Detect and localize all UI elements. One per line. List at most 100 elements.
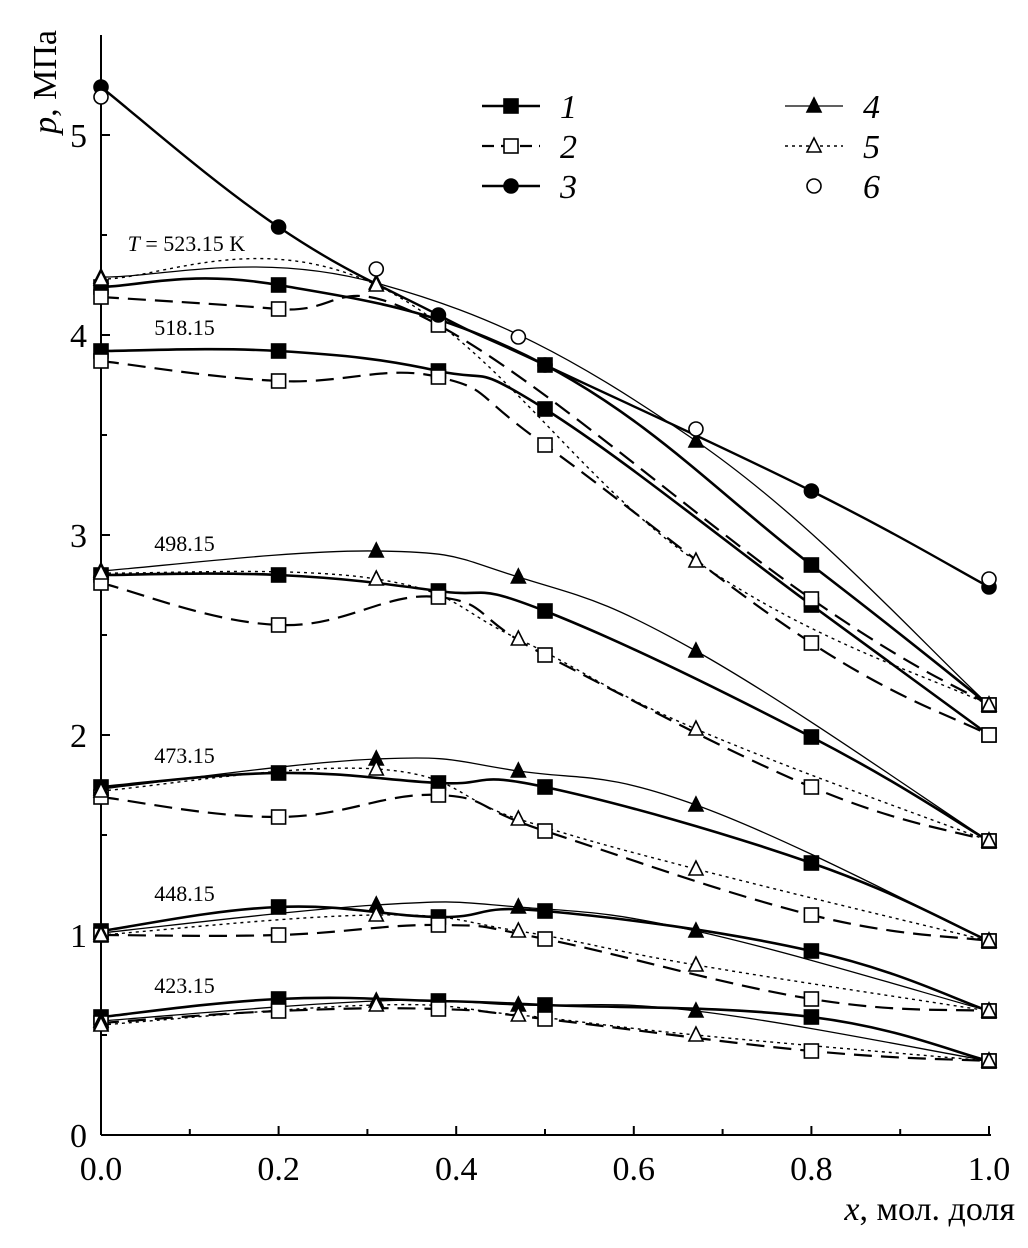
series-5-point: [687, 551, 705, 568]
legend: 123 456: [482, 89, 880, 206]
series-2-point: [270, 301, 287, 317]
series-2-point: [430, 589, 447, 605]
y-tick-label: 1: [70, 918, 87, 955]
series-5-point: [92, 781, 110, 798]
series-1-line-423.15: [100, 996, 990, 1063]
series-1-point: [537, 401, 553, 417]
series-5-point: [980, 831, 998, 848]
y-tick-label: 2: [70, 718, 87, 755]
series-1-point: [270, 343, 287, 359]
series-4-point: [687, 795, 705, 812]
temperature-value: = 523.15 K: [140, 231, 245, 256]
series-2-point: [430, 787, 447, 803]
legend-marker-5: [805, 136, 823, 153]
series-5-point: [367, 275, 385, 292]
temperature-value: 473.15: [154, 743, 215, 768]
series-6-point: [510, 329, 527, 345]
legend-marker-2: [503, 138, 519, 154]
series-1-point: [537, 603, 553, 619]
series-4-point: [687, 1001, 705, 1018]
legend-label-6: 6: [863, 169, 880, 206]
series-2-point: [270, 927, 287, 943]
y-tick-label: 3: [70, 518, 87, 555]
series-1-point: [270, 765, 287, 781]
series-6-point: [368, 261, 385, 277]
series-3-point: [270, 219, 287, 235]
series-4-point: [687, 921, 705, 938]
legend-marker-3: [503, 178, 519, 194]
series-2-point: [803, 907, 820, 923]
series-5-point: [687, 955, 705, 972]
temperature-label: 448.15: [154, 881, 215, 906]
series-2-point: [270, 809, 287, 825]
series-5-point: [510, 809, 527, 826]
series-1-line-448.15: [100, 905, 990, 1013]
tick-marks: [100, 134, 990, 1136]
series-5-point: [510, 1005, 527, 1022]
temperature-label: 498.15: [154, 531, 215, 556]
series-2-point: [803, 1043, 820, 1059]
series-2-line-498.15: [100, 581, 990, 843]
series-1-line-498.15: [100, 572, 990, 843]
legend-label-3: 3: [559, 169, 577, 206]
temperature-label: 473.15: [154, 743, 215, 768]
series-5-line-498.15: [100, 570, 990, 842]
series-2-point: [803, 635, 820, 651]
x-tick-label: 0.4: [435, 1151, 478, 1188]
series-2-point: [270, 373, 287, 389]
series-1-line-523.15: [100, 277, 990, 707]
series-4-line-523.15: [100, 266, 990, 706]
x-tick-label: 1.0: [968, 1151, 1011, 1188]
y-tick-label: 5: [70, 118, 87, 155]
legend-item-5: 5: [785, 129, 880, 166]
series-6-point: [688, 421, 704, 437]
series-1-point: [537, 903, 553, 919]
series-5-point: [980, 1051, 998, 1068]
x-axis-title: x, мол. доля: [843, 1191, 1015, 1228]
series-4-point: [510, 897, 527, 914]
series-1-line-518.15: [100, 347, 990, 737]
series-2-point: [430, 917, 447, 933]
series-5-point: [92, 269, 110, 286]
temperature-value: 448.15: [154, 881, 215, 906]
series-1-point: [270, 567, 287, 583]
series-2-point: [270, 1003, 287, 1019]
series-4-point: [367, 541, 385, 558]
series-5-point: [687, 859, 705, 876]
series-4-point: [687, 431, 705, 448]
temperature-symbol: T: [128, 231, 142, 256]
series-5-point: [980, 1001, 998, 1018]
series-4-line-498.15: [100, 550, 990, 842]
series-1-point: [803, 943, 820, 959]
series-2-point: [430, 1001, 447, 1017]
series-1-point: [803, 729, 820, 745]
series-5-point: [510, 629, 527, 646]
series-2-point: [430, 369, 447, 385]
y-axis-unit: , МПа: [27, 30, 64, 117]
series-2-point: [803, 591, 820, 607]
series-3-point: [803, 483, 820, 499]
series-1-point: [537, 779, 553, 795]
series-1-point: [803, 855, 820, 871]
series-2-point: [981, 727, 997, 743]
series-2-line-523.15: [100, 294, 990, 706]
series-5-point: [367, 759, 385, 776]
series-5-point: [367, 995, 385, 1012]
series-2-point: [537, 823, 553, 839]
series-1-point: [270, 277, 287, 293]
series-2-point: [93, 289, 109, 305]
series-5-point: [92, 563, 110, 580]
series-2-point: [537, 931, 553, 947]
series-2-point: [537, 1011, 553, 1027]
series-2-line-518.15: [100, 359, 990, 736]
legend-marker-6: [806, 178, 822, 194]
temperature-value: 518.15: [154, 315, 215, 340]
series-1-point: [803, 557, 820, 573]
series-2-point: [93, 353, 109, 369]
series-1-point: [270, 899, 287, 915]
series-2-point: [803, 779, 820, 795]
temperature-label: T = 523.15 K: [128, 231, 246, 256]
y-tick-label: 4: [70, 318, 87, 355]
series-5-point: [687, 1025, 705, 1042]
temperature-label: 518.15: [154, 315, 215, 340]
